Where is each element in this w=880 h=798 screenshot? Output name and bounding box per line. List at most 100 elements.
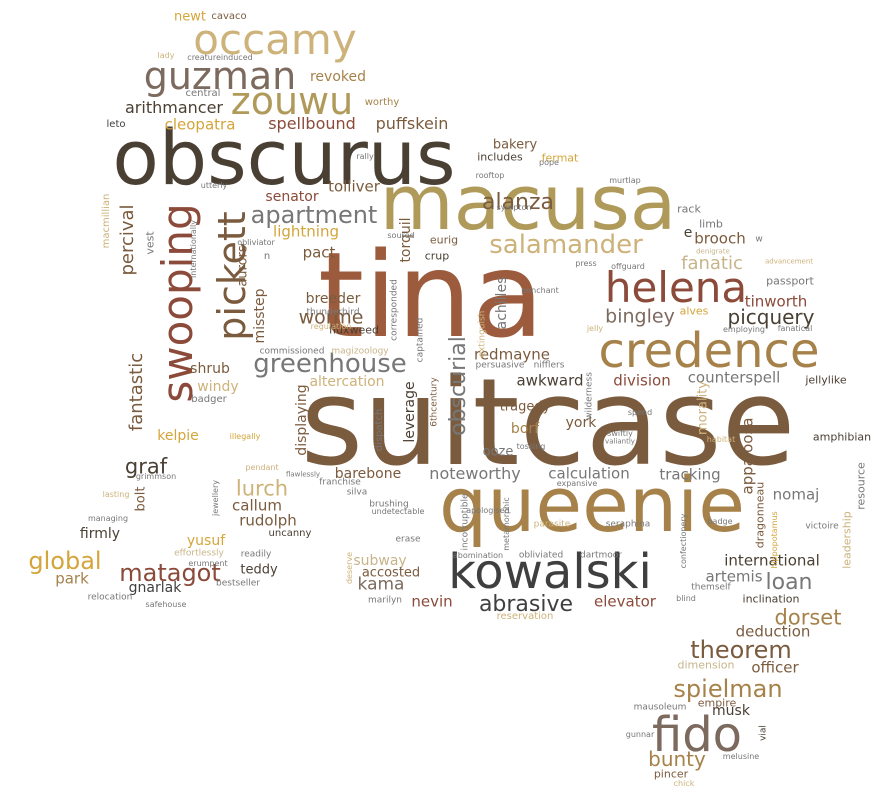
word-soured: soured xyxy=(387,231,415,240)
word-franchise: franchise xyxy=(319,477,361,488)
word-resource: resource xyxy=(854,462,868,510)
word-habitat: habitat xyxy=(706,435,736,444)
word-artemis: artemis xyxy=(705,567,763,586)
word-aurors: aurors xyxy=(235,245,251,287)
word-altercation: altercation xyxy=(309,374,385,390)
word-advancement: advancement xyxy=(764,257,814,266)
word-abrasive: abrasive xyxy=(478,592,574,617)
word-abomination: abomination xyxy=(452,551,504,560)
word-fluxweed: fluxweed xyxy=(329,323,379,337)
word-percival: percival xyxy=(117,204,138,276)
word-vest: vest xyxy=(143,231,157,255)
word-york: york xyxy=(565,415,597,431)
word-bestseller: bestseller xyxy=(216,578,260,589)
word-grimmson: grimmson xyxy=(135,472,177,481)
word-tracking: tracking xyxy=(659,465,721,484)
word-greenhouse: greenhouse xyxy=(253,349,407,379)
word-revoked: revoked xyxy=(309,69,367,85)
word-chick: chick xyxy=(673,779,695,788)
word-leto: leto xyxy=(106,119,126,130)
word-mausoleum: mausoleum xyxy=(633,702,687,713)
word-dragonneau: dragonneau xyxy=(753,481,767,549)
word-hippopotamus: hippopotamus xyxy=(770,511,779,569)
word-yusuf: yusuf xyxy=(186,533,226,549)
word-newt: newt xyxy=(174,9,206,25)
word-global: global xyxy=(28,547,102,575)
word-includes: includes xyxy=(477,150,523,164)
word-amphibian: amphibian xyxy=(812,430,872,444)
word-jellylike: jellylike xyxy=(805,373,847,387)
word-alves: alves xyxy=(679,304,709,318)
word-jelly: jelly xyxy=(586,324,604,333)
word-displaying: displaying xyxy=(294,384,310,456)
word-wilderness: wilderness xyxy=(584,372,595,420)
word-penchant: penchant xyxy=(521,286,559,295)
word-subway: subway xyxy=(353,553,407,569)
word-erase: erase xyxy=(395,534,421,545)
word-melusine: melusine xyxy=(722,752,760,761)
word-picquery: picquery xyxy=(727,305,815,329)
word-incorruptible: incorruptible xyxy=(460,493,471,551)
word-matagot: matagot xyxy=(119,559,221,587)
word-undetectable: undetectable xyxy=(371,507,425,516)
word-brooch: brooch xyxy=(694,229,746,248)
word-utterly: utterly xyxy=(200,181,228,190)
word-n: n xyxy=(263,251,271,262)
word-effortlessly: effortlessly xyxy=(174,548,224,559)
word-w: w xyxy=(755,234,763,245)
word-arithmancer: arithmancer xyxy=(125,98,223,117)
word-fermat: fermat xyxy=(541,151,579,165)
word-international: international xyxy=(724,551,820,570)
word-marilyn: marilyn xyxy=(367,595,403,606)
word-lightning: lightning xyxy=(273,222,339,241)
word-readily: readily xyxy=(240,549,272,560)
word-lurch: lurch xyxy=(235,476,289,501)
word-salamander: salamander xyxy=(489,230,643,260)
word-limb: limb xyxy=(699,217,723,231)
word-gnarlak: gnarlak xyxy=(128,580,182,596)
word-kowalski: kowalski xyxy=(448,544,652,600)
word-corresponded: corresponded xyxy=(389,279,400,341)
word-magizoology: magizoology xyxy=(331,346,389,357)
word-bunty: bunty xyxy=(648,747,706,771)
word-graf: graf xyxy=(124,454,168,479)
word-calculation: calculation xyxy=(548,464,630,483)
word-obscurial: obscurial xyxy=(446,336,471,436)
word-officer: officer xyxy=(751,658,799,677)
word-badge: badge xyxy=(707,517,733,526)
word-themself: themself xyxy=(691,582,731,593)
word-bingley: bingley xyxy=(605,305,675,328)
word-captained: captained xyxy=(415,317,426,363)
word-persuasive: persuasive xyxy=(475,360,525,371)
word-morality: morality xyxy=(695,381,711,435)
word-dorset: dorset xyxy=(774,605,842,630)
word-kelpie: kelpie xyxy=(157,428,199,444)
word-commissioned: commissioned xyxy=(259,346,325,357)
word-e: e xyxy=(683,225,693,241)
word-macusa: macusa xyxy=(379,158,677,247)
word-worme: worme xyxy=(298,306,364,329)
word-parasite: parasite xyxy=(533,519,571,530)
word-uncanny: uncanny xyxy=(268,528,312,539)
word-alanza: alanza xyxy=(481,190,555,215)
word-breeder: breeder xyxy=(305,291,361,307)
word-callum: callum xyxy=(232,496,282,515)
word-thunderbird: thunderbird xyxy=(306,307,360,318)
word-murtlap: murtlap xyxy=(609,176,641,185)
word-dispatch: dispatch xyxy=(374,408,385,452)
word-safehouse: safehouse xyxy=(145,600,187,609)
word-kama: kama xyxy=(357,574,405,595)
word-deserve: deserve xyxy=(345,551,354,585)
word-deduction: deduction xyxy=(735,622,811,641)
word-accosted: accosted xyxy=(361,565,421,581)
word-fantastic: fantastic xyxy=(126,352,147,432)
word-regulation: regulation xyxy=(310,322,352,331)
word-valiantly: valiantly xyxy=(605,437,635,446)
word-dartmoor: dartmoor xyxy=(580,550,622,561)
word-cleopatra: cleopatra xyxy=(164,115,236,134)
word-spend: spend xyxy=(627,408,653,417)
word-misstep: misstep xyxy=(252,288,268,344)
word-nifflers: nifflers xyxy=(533,360,565,371)
word-inclination: inclination xyxy=(742,592,800,606)
word-6thcentury: 6thcentury xyxy=(429,377,440,427)
